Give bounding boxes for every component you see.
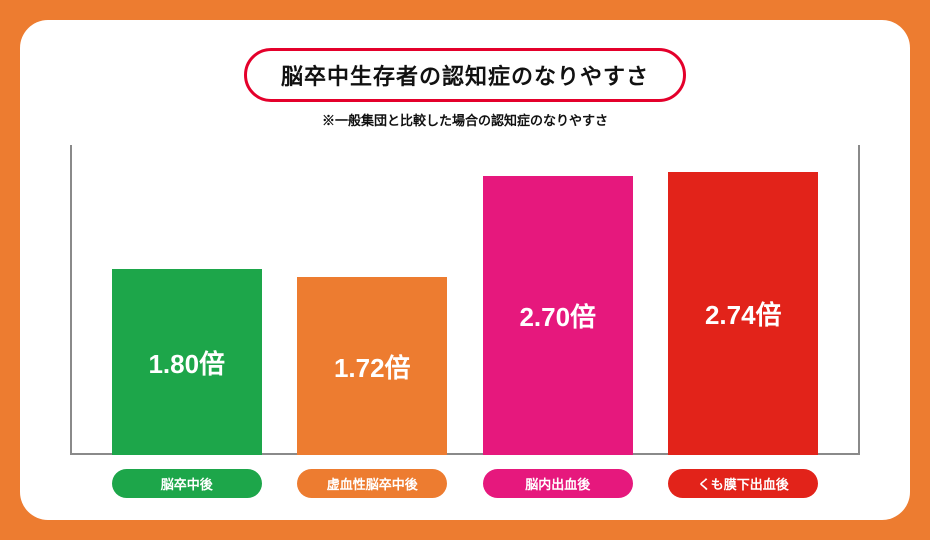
chart-title: 脳卒中生存者の認知症のなりやすさ — [244, 48, 686, 102]
bar: 2.70倍 — [483, 176, 633, 455]
page-background: 脳卒中生存者の認知症のなりやすさ ※一般集団と比較した場合の認知症のなりやすさ … — [0, 0, 930, 540]
plot-area: 1.80倍 1.72倍 2.70倍 2.74倍 — [70, 145, 860, 455]
category-pill: 脳卒中後 — [112, 469, 262, 498]
category-row: 脳卒中後 虚血性脳卒中後 脳内出血後 くも膜下出血後 — [70, 469, 860, 498]
category-pill: くも膜下出血後 — [668, 469, 818, 498]
chart-panel: 脳卒中生存者の認知症のなりやすさ ※一般集団と比較した場合の認知症のなりやすさ … — [20, 20, 910, 520]
bar-value-label: 1.72倍 — [334, 348, 411, 385]
bar: 2.74倍 — [668, 172, 818, 455]
bars-container: 1.80倍 1.72倍 2.70倍 2.74倍 — [70, 145, 860, 455]
bar-value-label: 2.70倍 — [519, 297, 596, 334]
bar: 1.80倍 — [112, 269, 262, 455]
title-container: 脳卒中生存者の認知症のなりやすさ — [60, 48, 870, 102]
bar-value-label: 1.80倍 — [148, 344, 225, 381]
bar-value-label: 2.74倍 — [705, 295, 782, 332]
category-pill: 脳内出血後 — [483, 469, 633, 498]
bar: 1.72倍 — [297, 277, 447, 455]
category-pill: 虚血性脳卒中後 — [297, 469, 447, 498]
chart-subtitle: ※一般集団と比較した場合の認知症のなりやすさ — [60, 110, 870, 129]
